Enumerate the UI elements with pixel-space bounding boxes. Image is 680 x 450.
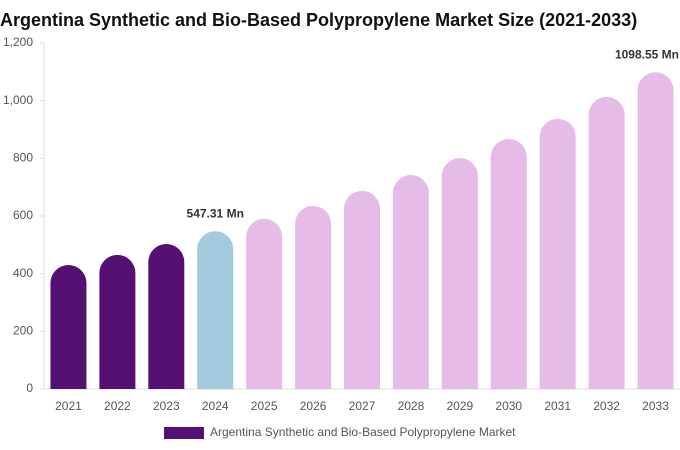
x-tick-label: 2021 [55,399,82,413]
x-tick-label: 2031 [544,399,571,413]
bar [246,218,283,389]
y-tick-label: 0 [26,381,33,395]
bar [50,265,87,389]
value-label: 547.31 Mn [187,206,244,220]
bar [99,254,136,389]
bar [637,72,674,389]
value-label: 1098.55 Mn [615,47,679,61]
x-tick-label: 2027 [349,399,376,413]
chart-title: Argentina Synthetic and Bio-Based Polypr… [0,10,637,30]
bar [295,205,332,389]
y-tick-label: 800 [13,151,33,165]
bar [344,190,380,389]
bar [588,96,625,390]
legend-label: Argentina Synthetic and Bio-Based Polypr… [210,425,516,439]
x-tick-label: 2032 [593,399,620,413]
x-tick-label: 2023 [153,399,180,413]
y-tick-label: 1,000 [3,93,33,107]
y-tick-label: 1,200 [3,35,33,49]
x-tick-label: 2025 [251,399,278,413]
x-tick-label: 2022 [104,399,131,413]
x-tick-label: 2026 [300,399,327,413]
x-tick-label: 2030 [495,399,522,413]
y-tick-label: 200 [13,324,33,338]
x-tick-label: 2033 [642,399,669,413]
bar [392,175,429,389]
legend-swatch [164,427,204,439]
y-tick-label: 600 [13,208,33,222]
bar [490,139,527,389]
bar [539,118,576,390]
x-tick-label: 2024 [202,399,229,413]
y-tick-label: 400 [13,266,33,280]
bar [441,158,478,389]
x-tick-label: 2028 [398,399,425,413]
bar [148,243,185,389]
bar [197,231,234,389]
x-tick-label: 2029 [446,399,473,413]
